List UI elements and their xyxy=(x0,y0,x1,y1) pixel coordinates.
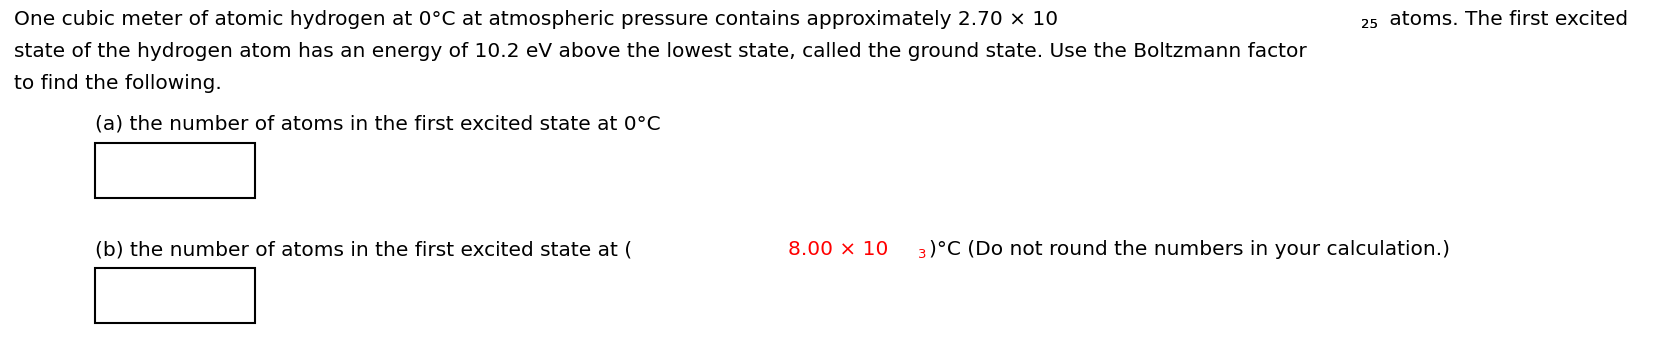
Text: 3: 3 xyxy=(918,248,926,261)
Text: 25: 25 xyxy=(1362,18,1379,31)
Text: (a) the number of atoms in the first excited state at 0°C: (a) the number of atoms in the first exc… xyxy=(95,115,660,134)
Text: state of the hydrogen atom has an energy of 10.2 eV above the lowest state, call: state of the hydrogen atom has an energy… xyxy=(13,42,1307,61)
Text: 8.00 × 10: 8.00 × 10 xyxy=(788,240,888,259)
Text: 25: 25 xyxy=(1362,18,1379,31)
Text: )°C (Do not round the numbers in your calculation.): )°C (Do not round the numbers in your ca… xyxy=(928,240,1450,259)
Text: (b) the number of atoms in the first excited state at (: (b) the number of atoms in the first exc… xyxy=(95,240,632,259)
Text: to find the following.: to find the following. xyxy=(13,74,221,93)
Text: One cubic meter of atomic hydrogen at 0°C at atmospheric pressure contains appro: One cubic meter of atomic hydrogen at 0°… xyxy=(13,10,1058,29)
Text: atoms. The first excited: atoms. The first excited xyxy=(1384,10,1628,29)
Bar xyxy=(95,143,254,198)
Bar xyxy=(95,268,254,323)
